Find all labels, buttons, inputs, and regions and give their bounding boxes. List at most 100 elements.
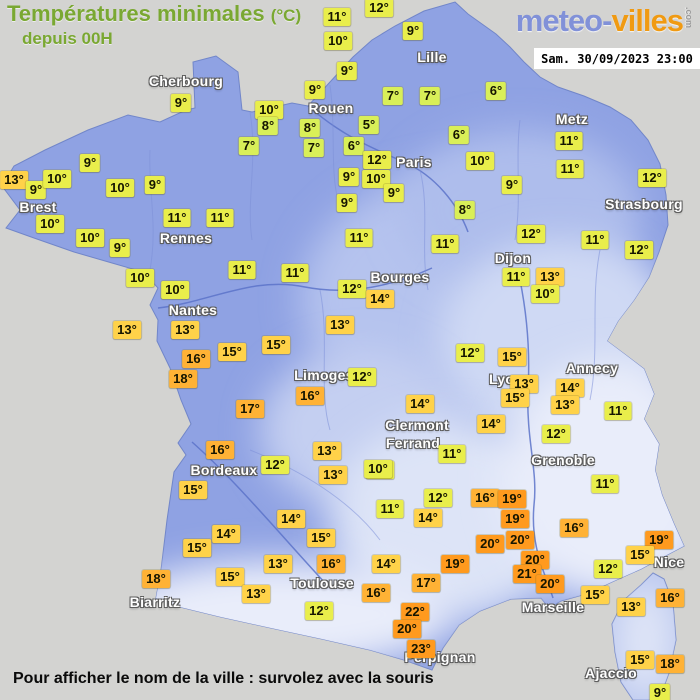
temperature-label[interactable]: 8° (299, 119, 321, 137)
city-label-bordeaux[interactable]: Bordeaux (190, 462, 258, 478)
temperature-label[interactable]: 11° (502, 268, 530, 286)
temperature-label[interactable]: 6° (485, 82, 507, 100)
temperature-label[interactable]: 9° (501, 176, 523, 194)
temperature-label[interactable]: 12° (348, 368, 376, 386)
temperature-label[interactable]: 19° (501, 510, 529, 528)
temperature-label[interactable]: 20° (536, 575, 564, 593)
temperature-label[interactable]: 13° (0, 171, 28, 189)
temperature-label[interactable]: 22° (401, 603, 429, 621)
temperature-label[interactable]: 9° (170, 94, 192, 112)
temperature-label[interactable]: 15° (216, 568, 244, 586)
city-label-annecy[interactable]: Annecy (565, 360, 619, 376)
temperature-label[interactable]: 14° (477, 415, 505, 433)
temperature-label[interactable]: 8° (257, 117, 279, 135)
temperature-label[interactable]: 14° (414, 509, 442, 527)
temperature-label[interactable]: 12° (305, 602, 333, 620)
temperature-label[interactable]: 12° (638, 169, 666, 187)
temperature-label[interactable]: 16° (296, 387, 324, 405)
temperature-label[interactable]: 11° (591, 475, 619, 493)
temperature-label[interactable]: 7° (303, 139, 325, 157)
temperature-label[interactable]: 18° (142, 570, 170, 588)
temperature-label[interactable]: 13° (319, 466, 347, 484)
temperature-label[interactable]: 11° (581, 231, 609, 249)
temperature-label[interactable]: 13° (326, 316, 354, 334)
temperature-label[interactable]: 15° (581, 586, 609, 604)
temperature-label[interactable]: 9° (336, 62, 358, 80)
temperature-label[interactable]: 9° (25, 181, 47, 199)
temperature-label[interactable]: 10° (324, 32, 352, 50)
temperature-label[interactable]: 12° (261, 456, 289, 474)
temperature-label[interactable]: 10° (43, 170, 71, 188)
temperature-label[interactable]: 13° (313, 442, 341, 460)
temperature-label[interactable]: 9° (338, 168, 360, 186)
temperature-label[interactable]: 9° (304, 81, 326, 99)
temperature-label[interactable]: 12° (594, 560, 622, 578)
temperature-label[interactable]: 13° (510, 375, 538, 393)
temperature-label[interactable]: 15° (218, 343, 246, 361)
city-label-clermont[interactable]: Clermont (385, 417, 449, 433)
temperature-label[interactable]: 20° (393, 620, 421, 638)
temperature-label[interactable]: 16° (656, 589, 684, 607)
temperature-label[interactable]: 14° (277, 510, 305, 528)
temperature-label[interactable]: 10° (76, 229, 104, 247)
temperature-label[interactable]: 10° (36, 215, 64, 233)
temperature-label[interactable]: 11° (323, 8, 351, 26)
temperature-label[interactable]: 10° (106, 179, 134, 197)
temperature-label[interactable]: 7° (419, 87, 441, 105)
temperature-label[interactable]: 16° (362, 584, 390, 602)
temperature-label[interactable]: 19° (441, 555, 469, 573)
temperature-label[interactable]: 10° (161, 281, 189, 299)
temperature-label[interactable]: 11° (376, 500, 404, 518)
temperature-label[interactable]: 15° (626, 546, 654, 564)
temperature-label[interactable]: 16° (560, 519, 588, 537)
city-label-lille[interactable]: Lille (417, 49, 447, 65)
meteo-villes-logo[interactable]: meteo- villes .com (516, 3, 694, 39)
temperature-label[interactable]: 10° (126, 269, 154, 287)
temperature-label[interactable]: 11° (556, 160, 584, 178)
temperature-label[interactable]: 10° (362, 170, 390, 188)
temperature-label[interactable]: 10° (255, 101, 283, 119)
temperature-label[interactable]: 19° (498, 490, 526, 508)
temperature-label[interactable]: 19° (645, 531, 673, 549)
temperature-label[interactable]: 9° (383, 184, 405, 202)
temperature-label[interactable]: 15° (501, 389, 529, 407)
temperature-label[interactable]: 15° (183, 539, 211, 557)
city-label-rouen[interactable]: Rouen (308, 100, 354, 116)
temperature-label[interactable]: 8° (454, 201, 476, 219)
temperature-label[interactable]: 15° (179, 481, 207, 499)
temperature-label[interactable]: 11° (163, 209, 191, 227)
temperature-label[interactable]: 14° (366, 290, 394, 308)
temperature-label[interactable]: 17° (412, 574, 440, 592)
temperature-label[interactable]: 9° (79, 154, 101, 172)
temperature-label[interactable]: 14° (212, 525, 240, 543)
temperature-label[interactable]: 15° (307, 529, 335, 547)
temperature-label[interactable]: 16° (317, 555, 345, 573)
temperature-label[interactable]: 7° (238, 137, 260, 155)
temperature-label[interactable]: 9° (649, 684, 671, 700)
city-label-strasbourg[interactable]: Strasbourg (605, 196, 683, 212)
city-label-nantes[interactable]: Nantes (168, 302, 218, 318)
temperature-label[interactable]: 13° (617, 598, 645, 616)
temperature-label[interactable]: 12° (365, 0, 393, 17)
temperature-label[interactable]: 11° (438, 445, 466, 463)
temperature-label[interactable]: 21° (513, 565, 541, 583)
temperature-label[interactable]: 12° (424, 489, 452, 507)
temperature-label[interactable]: 14° (406, 395, 434, 413)
city-label-bourges[interactable]: Bourges (370, 269, 430, 285)
temperature-label[interactable]: 11° (604, 402, 632, 420)
temperature-label[interactable]: 18° (656, 655, 684, 673)
temperature-label[interactable]: 20° (521, 551, 549, 569)
temperature-label[interactable]: 12° (338, 280, 366, 298)
temperature-label[interactable]: 11° (431, 235, 459, 253)
city-label-metz[interactable]: Metz (555, 111, 589, 127)
temperature-label[interactable]: 14° (556, 379, 584, 397)
temperature-label[interactable]: 15° (626, 651, 654, 669)
temperature-label[interactable]: 12° (363, 151, 391, 169)
temperature-label[interactable]: 18° (169, 370, 197, 388)
temperature-label[interactable]: 10° (364, 460, 392, 478)
city-label-rennes[interactable]: Rennes (159, 230, 213, 246)
city-label-dijon[interactable]: Dijon (494, 250, 532, 266)
temperature-label[interactable]: 13° (536, 268, 564, 286)
temperature-label[interactable]: 11° (345, 229, 373, 247)
temperature-label[interactable]: 13° (551, 396, 579, 414)
